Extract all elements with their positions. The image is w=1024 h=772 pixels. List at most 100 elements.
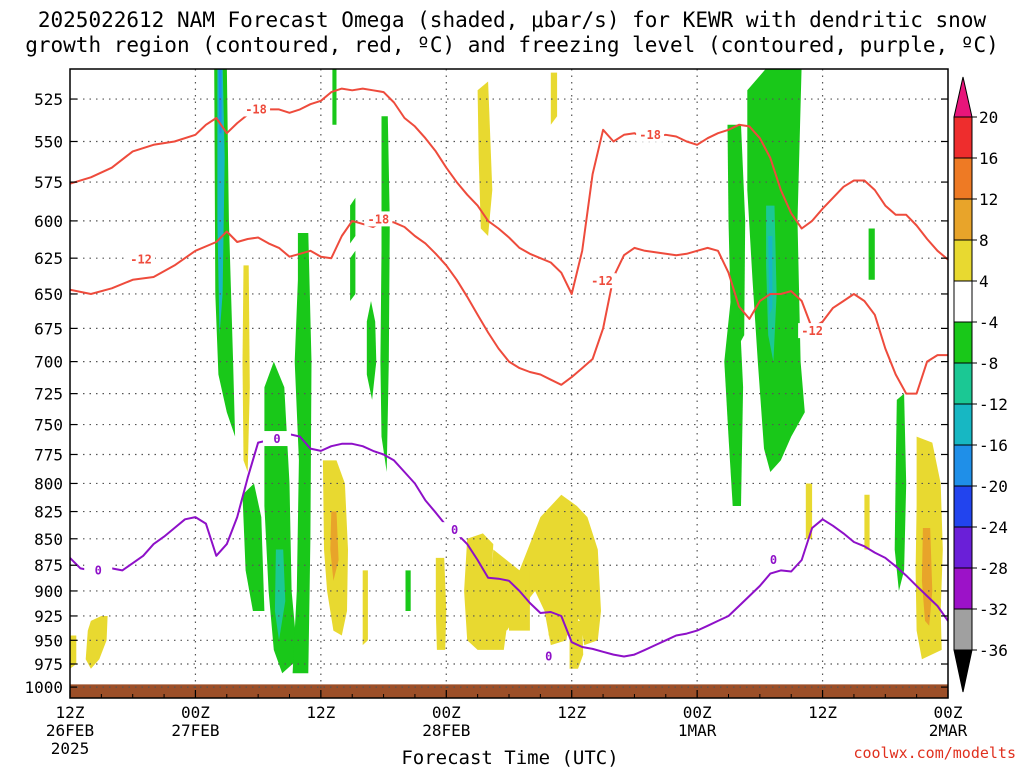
dgz-label-minus-12-b: -12 — [591, 274, 613, 288]
omega-region-2 — [218, 69, 222, 134]
y-tick-label-550: 550 — [34, 132, 63, 151]
x-tick-label-0-0: 12Z — [56, 703, 85, 722]
dgz-label-minus-18-b-bg — [636, 126, 665, 142]
colorbar-bin-9 — [953, 485, 973, 528]
dgz-label-minus-12-b-bg — [588, 273, 617, 289]
omega-region-22 — [242, 265, 250, 472]
colorbar-label-13: -36 — [979, 641, 1008, 660]
y-tick-label-600: 600 — [34, 212, 63, 231]
x-axis-label: Forecast Time (UTC) — [401, 747, 618, 768]
plot-inner: -18 -18 -18 -12 -12 -12 0 0 0 0 0 — [70, 69, 948, 698]
y-axis-ticks: 525 550 575 600 625 650 675 700 725 750 775 800 825 8… — [24, 90, 948, 697]
omega-region-11 — [380, 116, 390, 473]
colorbar-bin-7 — [953, 403, 973, 446]
colorbar-label-10: -24 — [979, 518, 1008, 537]
plot-area: -18 -18 -18 -12 -12 -12 0 0 0 0 0 — [69, 68, 949, 699]
x-tick-label-12-1: 27FEB — [171, 721, 219, 740]
omega-region-37 — [921, 528, 933, 626]
omega-region-20 — [85, 616, 108, 669]
colorbar-bin-6 — [953, 362, 973, 405]
freezing-level-contour — [70, 433, 948, 658]
colorbar: 20 16 12 8 4 -4 -8 -12 -16 -20 -24 -28 -32 -36 — [953, 76, 1008, 693]
omega-region-24 — [330, 511, 339, 581]
x-tick-label-60-1: 1MAR — [678, 721, 717, 740]
x-tick-label-72-0: 12Z — [808, 703, 837, 722]
y-tick-label-925: 925 — [34, 607, 63, 626]
omega-region-30 — [490, 494, 601, 646]
y-tick-label-975: 975 — [34, 655, 63, 674]
colorbar-label-1: 16 — [979, 149, 998, 168]
dgz-label-minus-18-a-bg — [242, 101, 271, 117]
freezing-label-b: 0 — [273, 432, 280, 446]
freezing-label-b-bg — [262, 431, 291, 447]
dgz-label-minus-12-a: -12 — [130, 253, 152, 267]
y-tick-label-1000: 1000 — [24, 678, 63, 697]
x-tick-label-84-1: 2MAR — [929, 721, 968, 740]
omega-region-14 — [724, 301, 744, 506]
credit-text: coolwx.com/modelts — [853, 744, 1016, 762]
colorbar-label-5: -4 — [979, 313, 998, 332]
dgz-label-minus-18-b: -18 — [639, 128, 661, 142]
colorbar-label-11: -28 — [979, 559, 1008, 578]
colorbar-label-12: -32 — [979, 600, 1008, 619]
y-tick-label-750: 750 — [34, 416, 63, 435]
colorbar-bin-4 — [953, 280, 973, 323]
omega-region-13 — [727, 124, 746, 349]
omega-region-25 — [362, 570, 368, 646]
omega-region-29 — [464, 533, 509, 650]
omega-region-6 — [274, 549, 286, 641]
colorbar-label-2: 12 — [979, 190, 998, 209]
colorbar-label-8: -16 — [979, 436, 1008, 455]
x-tick-label-36-0: 00Z — [432, 703, 461, 722]
x-tick-label-24-0: 12Z — [306, 703, 335, 722]
omega-region-21 — [70, 635, 77, 669]
freezing-label-a-bg — [84, 562, 113, 578]
freezing-label-d: 0 — [545, 649, 552, 663]
y-tick-label-950: 950 — [34, 631, 63, 650]
colorbar-bin-12 — [953, 608, 973, 651]
dgz-label-minus-12-a-bg — [127, 251, 156, 267]
colorbar-bin-5 — [953, 321, 973, 364]
omega-region-19 — [894, 393, 907, 591]
x-tick-label-48-0: 12Z — [557, 703, 586, 722]
colorbar-bin-1 — [953, 157, 973, 200]
omega-region-10 — [366, 301, 377, 400]
colorbar-label-4: 4 — [979, 272, 989, 291]
colorbar-below-triangle — [953, 649, 973, 693]
freezing-label-e-bg — [759, 552, 788, 568]
omega-region-33 — [548, 588, 578, 636]
freezing-label-c: 0 — [451, 523, 458, 537]
freezing-label-e: 0 — [770, 553, 777, 567]
colorbar-above-triangle — [953, 76, 973, 118]
omega-region-15 — [747, 69, 805, 472]
chart-title-line-1: 2025022612 NAM Forecast Omega (shaded, μ… — [38, 8, 987, 32]
omega-region-28 — [550, 72, 558, 125]
x-tick-label-36-1: 28FEB — [422, 721, 470, 740]
freezing-label-c-bg — [440, 522, 469, 538]
omega-region-26 — [435, 557, 447, 650]
y-tick-label-575: 575 — [34, 173, 63, 192]
chart-title-line-2: growth region (contoured, red, ºC) and f… — [25, 33, 999, 57]
dgz-label-minus-18-a: -18 — [245, 102, 267, 116]
colorbar-bin-8 — [953, 444, 973, 487]
colorbar-bin-11 — [953, 567, 973, 610]
y-tick-label-675: 675 — [34, 319, 63, 338]
omega-region-18 — [868, 228, 875, 280]
y-tick-label-775: 775 — [34, 445, 63, 464]
omega-region-9 — [350, 250, 356, 301]
y-tick-label-650: 650 — [34, 285, 63, 304]
y-tick-label-700: 700 — [34, 353, 63, 372]
x-tick-label-12-0: 00Z — [181, 703, 210, 722]
y-tick-label-875: 875 — [34, 556, 63, 575]
y-tick-label-525: 525 — [34, 90, 63, 109]
y-tick-label-900: 900 — [34, 582, 63, 601]
colorbar-bin-3 — [953, 239, 973, 282]
y-tick-label-850: 850 — [34, 530, 63, 549]
freezing-label-d-bg — [534, 648, 563, 664]
dgz-label-minus-18-c: -18 — [368, 212, 390, 226]
freezing-label-a: 0 — [95, 563, 102, 577]
colorbar-label-7: -12 — [979, 395, 1008, 414]
